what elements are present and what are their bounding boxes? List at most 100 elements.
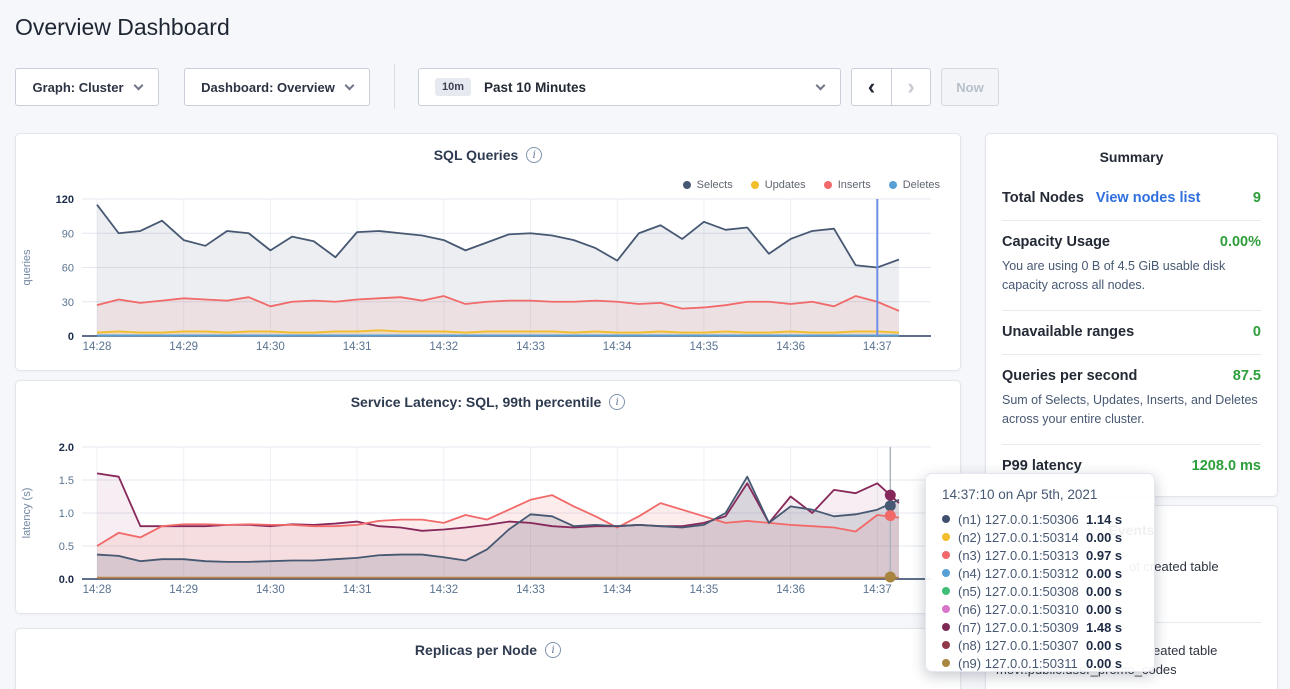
service-latency-title: Service Latency: SQL, 99th percentile	[351, 394, 602, 410]
svg-text:14:30: 14:30	[256, 584, 285, 596]
info-icon[interactable]: i	[526, 147, 542, 163]
qps-value: 87.5	[1233, 368, 1261, 384]
tooltip-node-address: (n9) 127.0.0.1:50311	[958, 656, 1086, 671]
tooltip-row: (n4) 127.0.0.1:503120.00 s	[942, 564, 1138, 582]
tooltip-row: (n9) 127.0.0.1:503110.00 s	[942, 654, 1138, 672]
info-icon[interactable]: i	[609, 394, 625, 410]
node-color-dot	[942, 641, 950, 649]
svg-text:14:36: 14:36	[776, 341, 805, 353]
legend-item-selects[interactable]: Selects	[683, 179, 733, 191]
svg-text:14:29: 14:29	[169, 584, 198, 596]
qps-desc: Sum of Selects, Updates, Inserts, and De…	[1002, 391, 1261, 430]
time-range-badge: 10m	[435, 78, 471, 96]
tooltip-node-value: 0.00 s	[1086, 656, 1122, 671]
tooltip-row: (n8) 127.0.0.1:503070.00 s	[942, 636, 1138, 654]
service-latency-chart[interactable]: 14:2814:2914:3014:3114:3214:3314:3414:35…	[16, 436, 960, 604]
p99-latency-value: 1208.0 ms	[1192, 458, 1261, 474]
svg-text:14:28: 14:28	[83, 584, 112, 596]
node-color-dot	[942, 533, 950, 541]
summary-title: Summary	[1002, 149, 1261, 165]
graph-dropdown[interactable]: Graph: Cluster	[15, 68, 159, 106]
summary-row-qps: Queries per second 87.5 Sum of Selects, …	[1002, 355, 1261, 445]
event-item: eated table	[1153, 643, 1217, 658]
capacity-label: Capacity Usage	[1002, 234, 1110, 250]
svg-text:14:34: 14:34	[603, 584, 632, 596]
legend-item-deletes[interactable]: Deletes	[889, 179, 940, 191]
legend-label: Inserts	[838, 179, 871, 191]
tooltip-node-address: (n8) 127.0.0.1:50307	[958, 638, 1086, 653]
tooltip-node-value: 0.00 s	[1086, 584, 1122, 599]
time-back-button[interactable]: ‹	[852, 69, 891, 105]
time-range-dropdown[interactable]: 10m Past 10 Minutes	[418, 68, 841, 106]
legend-item-inserts[interactable]: Inserts	[824, 179, 871, 191]
time-range-label: Past 10 Minutes	[484, 80, 586, 95]
legend-item-updates[interactable]: Updates	[751, 179, 806, 191]
qps-label: Queries per second	[1002, 368, 1137, 384]
summary-row-capacity: Capacity Usage 0.00% You are using 0 B o…	[1002, 221, 1261, 311]
svg-text:1.0: 1.0	[59, 508, 74, 520]
p99-latency-label: P99 latency	[1002, 458, 1082, 474]
latency-tooltip-rows: (n1) 127.0.0.1:503061.14 s(n2) 127.0.0.1…	[942, 510, 1138, 672]
tooltip-row: (n7) 127.0.0.1:503091.48 s	[942, 618, 1138, 636]
chevron-down-icon	[344, 80, 354, 90]
svg-text:14:28: 14:28	[83, 341, 112, 353]
sql-queries-chart[interactable]: 14:2814:2914:3014:3114:3214:3314:3414:35…	[16, 191, 960, 361]
tooltip-node-address: (n1) 127.0.0.1:50306	[958, 512, 1086, 527]
replicas-per-node-panel: Replicas per Node i	[15, 628, 961, 689]
tooltip-node-address: (n4) 127.0.0.1:50312	[958, 566, 1086, 581]
svg-text:14:36: 14:36	[776, 584, 805, 596]
svg-text:14:31: 14:31	[343, 584, 372, 596]
time-forward-button[interactable]: ›	[891, 69, 930, 105]
svg-text:90: 90	[62, 228, 74, 240]
legend-label: Updates	[765, 179, 806, 191]
tooltip-node-address: (n7) 127.0.0.1:50309	[958, 620, 1086, 635]
node-color-dot	[942, 623, 950, 631]
unavailable-ranges-value: 0	[1253, 324, 1261, 340]
now-button[interactable]: Now	[941, 68, 999, 106]
tooltip-node-value: 0.97 s	[1086, 548, 1122, 563]
sql-queries-title: SQL Queries	[434, 147, 519, 163]
chart-tooltip: 14:37:10 on Apr 5th, 2021 (n1) 127.0.0.1…	[925, 473, 1155, 672]
svg-text:14:35: 14:35	[690, 341, 719, 353]
svg-text:14:35: 14:35	[690, 584, 719, 596]
svg-text:2.0: 2.0	[59, 442, 74, 454]
summary-row-total-nodes: Total Nodes View nodes list 9	[1002, 177, 1261, 221]
node-color-dot	[942, 515, 950, 523]
total-nodes-label: Total Nodes	[1002, 190, 1084, 206]
node-color-dot	[942, 605, 950, 613]
node-color-dot	[942, 551, 950, 559]
legend-dot	[683, 181, 691, 189]
svg-text:0.5: 0.5	[59, 541, 74, 553]
info-icon[interactable]: i	[545, 642, 561, 658]
tooltip-node-value: 0.00 s	[1086, 602, 1122, 617]
replicas-title: Replicas per Node	[415, 642, 537, 658]
tooltip-node-address: (n2) 127.0.0.1:50314	[958, 530, 1086, 545]
svg-text:1.5: 1.5	[59, 475, 74, 487]
svg-text:14:32: 14:32	[429, 584, 458, 596]
tooltip-row: (n5) 127.0.0.1:503080.00 s	[942, 582, 1138, 600]
tooltip-node-address: (n3) 127.0.0.1:50313	[958, 548, 1086, 563]
svg-text:60: 60	[62, 263, 74, 275]
tooltip-node-value: 1.48 s	[1086, 620, 1122, 635]
summary-card: Summary Total Nodes View nodes list 9 Ca…	[985, 133, 1278, 497]
svg-text:14:30: 14:30	[256, 341, 285, 353]
tooltip-node-value: 0.00 s	[1086, 566, 1122, 581]
svg-text:14:31: 14:31	[343, 341, 372, 353]
capacity-value: 0.00%	[1220, 234, 1261, 250]
tooltip-node-value: 0.00 s	[1086, 638, 1122, 653]
view-nodes-list-link[interactable]: View nodes list	[1096, 190, 1201, 206]
service-latency-panel: Service Latency: SQL, 99th percentile i …	[15, 380, 961, 614]
dashboard-dropdown-label: Dashboard: Overview	[201, 80, 335, 95]
sql-queries-panel: SQL Queries i Selects Updates Inserts Delet…	[15, 133, 961, 371]
controls-divider	[394, 64, 395, 109]
tooltip-node-address: (n6) 127.0.0.1:50310	[958, 602, 1086, 617]
tooltip-timestamp: 14:37:10 on Apr 5th, 2021	[942, 487, 1138, 502]
dashboard-dropdown[interactable]: Dashboard: Overview	[184, 68, 370, 106]
tooltip-row: (n6) 127.0.0.1:503100.00 s	[942, 600, 1138, 618]
svg-text:14:34: 14:34	[603, 341, 632, 353]
svg-text:queries: queries	[21, 249, 33, 286]
sql-legend: Selects Updates Inserts Deletes	[683, 179, 940, 191]
svg-text:120: 120	[56, 194, 74, 206]
tooltip-node-value: 1.14 s	[1086, 512, 1122, 527]
page-title: Overview Dashboard	[15, 14, 230, 41]
